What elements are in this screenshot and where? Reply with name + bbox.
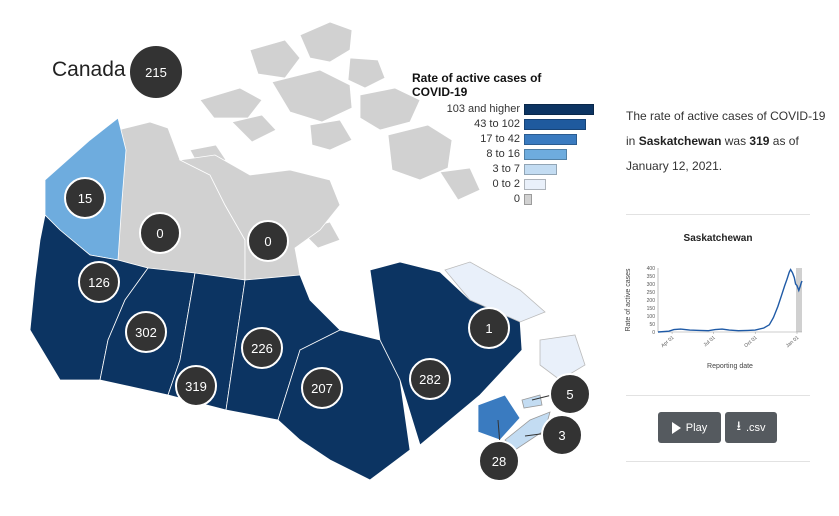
legend-item: 17 to 42: [412, 132, 612, 147]
y-tick-label: 350: [647, 274, 656, 280]
newfoundland-value-bubble[interactable]: 1: [468, 307, 510, 349]
x-tick-label: Jul 01: [703, 335, 717, 348]
province-description: The rate of active cases of COVID-19 in …: [626, 104, 826, 179]
legend-item-swatch: [524, 104, 594, 115]
y-tick-label: 0: [652, 330, 655, 336]
newfoundland-island[interactable]: [539, 334, 586, 381]
country-label: Canada: [52, 58, 126, 81]
divider-middle: [626, 395, 810, 396]
y-tick-label: 250: [647, 290, 656, 296]
legend-item-label: 3 to 7: [492, 163, 520, 175]
y-tick-label: 400: [647, 266, 656, 272]
y-tick-label: 300: [647, 282, 656, 288]
nova-scotia-value-bubble[interactable]: 3: [541, 414, 583, 456]
legend-item: 8 to 16: [412, 147, 612, 162]
british-columbia-value-bubble[interactable]: 126: [78, 261, 120, 303]
legend-item-swatch: [524, 134, 577, 145]
y-tick-label: 50: [649, 322, 655, 328]
legend-item-swatch: [524, 119, 586, 130]
legend-item: 103 and higher: [412, 102, 612, 117]
description-suffix: as of January 12, 2021.: [626, 134, 799, 173]
new-brunswick-value-bubble[interactable]: 28: [478, 440, 520, 482]
recent-period-band: [796, 268, 802, 332]
legend-item-label: 103 and higher: [446, 103, 520, 115]
mini-line-chart: 0 50 100 150 200 250 300 350 400 Apr 01 Jul 01 Oct …: [625, 266, 803, 370]
play-button-label: Play: [685, 421, 708, 434]
nunavut-mainland[interactable]: [178, 154, 341, 283]
alberta-value-bubble[interactable]: 302: [125, 311, 167, 353]
legend-item-label: 17 to 42: [480, 133, 520, 145]
y-tick-label: 150: [647, 306, 656, 312]
new-brunswick[interactable]: [477, 394, 521, 441]
series-line: [657, 268, 803, 333]
legend-item-label: 8 to 16: [486, 148, 520, 160]
download-button-label: .csv: [746, 421, 766, 434]
legend-item-label: 43 to 102: [474, 118, 520, 130]
newfoundland-and-labrador[interactable]: [444, 261, 546, 323]
saskatchewan-value-bubble[interactable]: 319: [175, 365, 217, 407]
legend-item-swatch: [524, 194, 532, 205]
legend-item-label: 0 to 2: [492, 178, 520, 190]
description-province: Saskatchewan: [638, 134, 722, 148]
play-icon: [671, 421, 681, 434]
y-tick-label: 100: [647, 314, 656, 320]
nunavut-arctic-islands[interactable]: [189, 21, 481, 249]
nunavut-value-bubble[interactable]: 0: [247, 220, 289, 262]
legend-item-swatch: [524, 149, 567, 160]
divider-bottom: [626, 461, 810, 462]
quebec-value-bubble[interactable]: 282: [409, 358, 451, 400]
legend-title: Rate of active cases of COVID-19: [412, 71, 542, 99]
download-csv-button[interactable]: ⭳ .csv: [725, 412, 777, 443]
yukon-value-bubble[interactable]: 15: [64, 177, 106, 219]
x-tick-label: Jan 01: [785, 335, 801, 349]
legend-item-swatch: [524, 179, 546, 190]
y-tick-label: 200: [647, 298, 656, 304]
northwest-territories-value-bubble[interactable]: 0: [139, 212, 181, 254]
legend-item-label: 0: [513, 193, 520, 205]
description-middle: was: [721, 134, 750, 148]
legend-item: 0: [412, 192, 612, 207]
x-tick-label: Apr 01: [660, 335, 675, 349]
national-value-bubble[interactable]: 215: [128, 44, 184, 100]
manitoba-value-bubble[interactable]: 226: [241, 327, 283, 369]
description-prefix: The rate of active cases of COVID-19 in: [626, 109, 826, 148]
map-legend: Rate of active cases of COVID-19 103 and…: [412, 71, 612, 207]
prince-edward-island[interactable]: [521, 394, 543, 409]
pei-value-bubble[interactable]: 5: [549, 373, 591, 415]
description-value: 319: [749, 134, 770, 148]
mini-chart-title: Saskatchewan: [683, 233, 753, 244]
download-icon: ⭳: [736, 417, 741, 433]
legend-item: 0 to 2: [412, 177, 612, 192]
x-axis-label: Reporting date: [707, 363, 753, 370]
play-button[interactable]: Play: [658, 412, 721, 443]
legend-item-swatch: [524, 164, 557, 175]
legend-item: 3 to 7: [412, 162, 612, 177]
x-tick-label: Oct 01: [743, 335, 758, 349]
ontario-value-bubble[interactable]: 207: [301, 367, 343, 409]
ontario[interactable]: [277, 329, 411, 481]
y-axis-label: Rate of active cases: [625, 268, 632, 332]
legend-item: 43 to 102: [412, 117, 612, 132]
divider-top: [626, 214, 810, 215]
